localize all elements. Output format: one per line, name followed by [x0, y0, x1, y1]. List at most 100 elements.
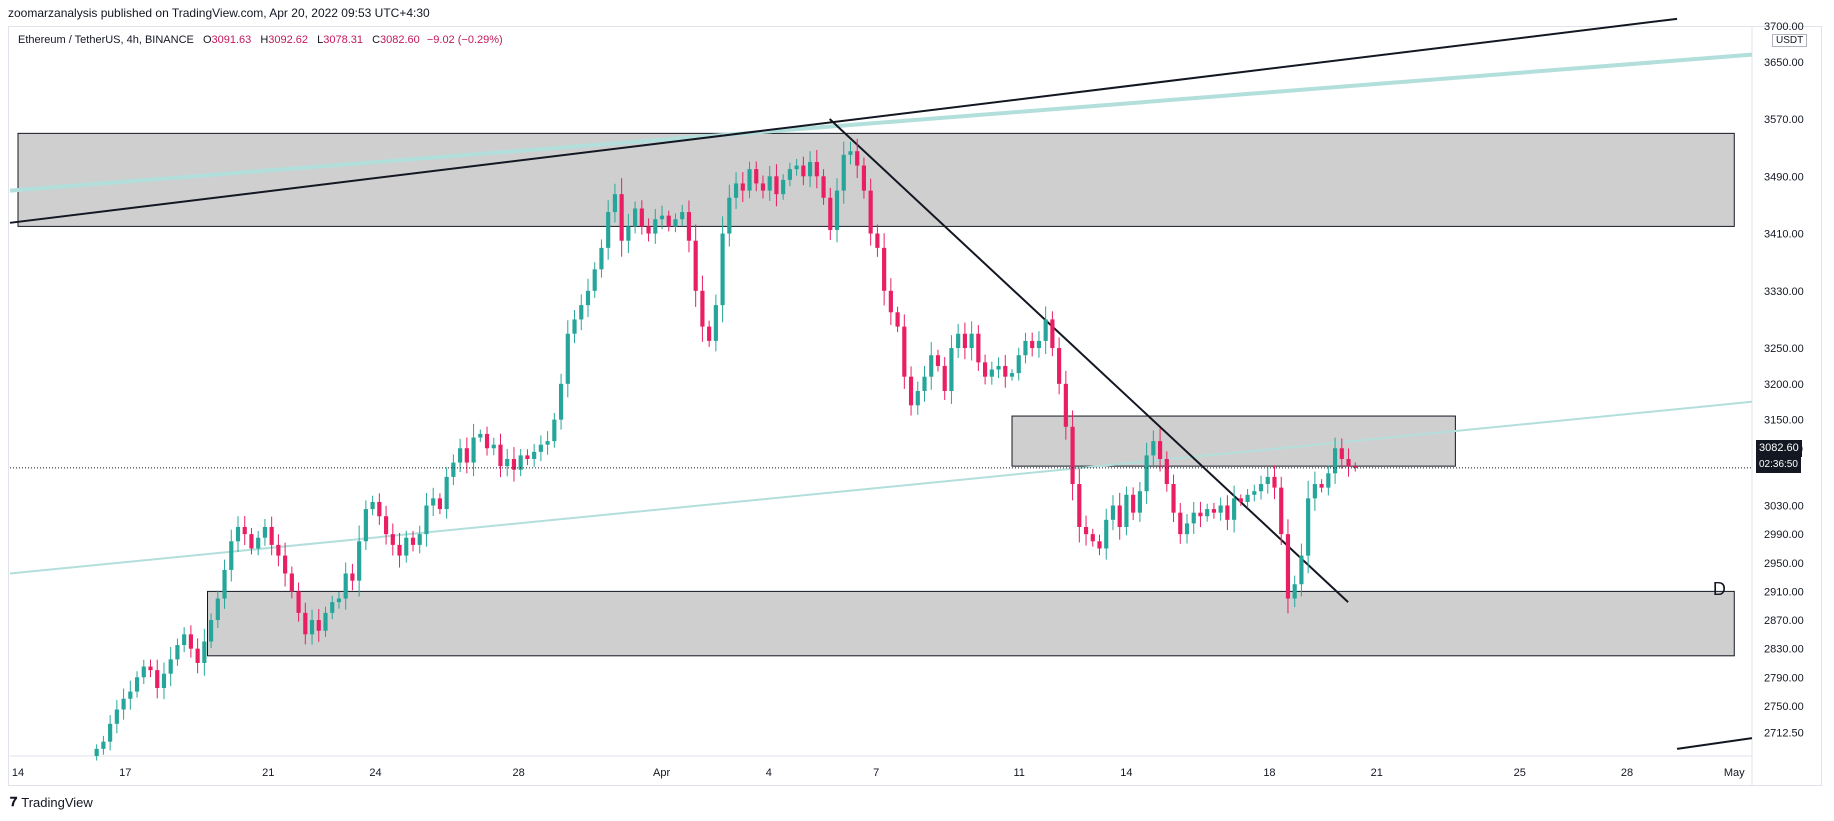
candle-body — [323, 612, 328, 631]
symbol-label: Ethereum / TetherUS, 4h, BINANCE — [18, 34, 194, 46]
candle-body — [471, 437, 476, 463]
candle-body — [134, 677, 140, 692]
candle-body — [208, 620, 214, 642]
candle-body — [1339, 448, 1344, 459]
currency-button[interactable]: USDT — [1772, 34, 1808, 47]
candle-body — [397, 544, 402, 556]
candle-body — [713, 305, 718, 341]
candle-body — [673, 219, 678, 227]
footer-brand[interactable]: 𝟕 TradingView — [10, 794, 93, 810]
candle-body — [363, 509, 368, 542]
candle-body — [841, 154, 846, 191]
candle-body — [491, 444, 496, 449]
candle-body — [888, 290, 893, 313]
candle-body — [1016, 355, 1021, 374]
candle-body — [350, 573, 355, 581]
candle-body — [141, 666, 146, 678]
candle-body — [1104, 519, 1109, 549]
candle-body — [1332, 448, 1338, 474]
resistance-zone — [17, 132, 1735, 227]
candle-body — [1171, 484, 1176, 513]
candle-body — [969, 333, 974, 349]
candle-body — [215, 598, 220, 621]
candle-body — [1023, 340, 1028, 356]
candle-body — [754, 169, 759, 184]
low-value: 3078.31 — [323, 34, 363, 46]
candle-body — [148, 666, 153, 671]
candle-body — [1144, 455, 1149, 492]
candle-body — [1312, 484, 1317, 499]
x-tick-label: 14 — [1120, 767, 1132, 779]
candle-body — [1258, 484, 1264, 492]
candle-body — [1306, 498, 1311, 556]
candle-body — [330, 602, 335, 613]
candle-body — [1265, 476, 1270, 485]
y-tick-label: 3700.00 — [1764, 21, 1804, 33]
x-tick-label: 14 — [12, 767, 24, 779]
candle-body — [262, 526, 268, 538]
candle-body — [222, 569, 227, 599]
candle-body — [404, 537, 409, 556]
candle-body — [343, 573, 348, 599]
candle-body — [572, 319, 577, 334]
candle-body — [1353, 466, 1358, 468]
candle-body — [592, 269, 597, 291]
candle-body — [1346, 458, 1351, 467]
candle-body — [552, 419, 557, 442]
candle-body — [767, 176, 772, 191]
candle-body — [1164, 458, 1169, 485]
upper-trendline — [9, 17, 1678, 224]
countdown-badge: 02:36:50 — [1756, 456, 1801, 473]
candle-body — [707, 326, 712, 341]
candle-body — [848, 151, 853, 155]
candle-body — [996, 365, 1001, 370]
candle-body — [828, 197, 833, 230]
candle-body — [175, 645, 180, 660]
candle-body — [518, 455, 523, 470]
ohlc-legend: Ethereum / TetherUS, 4h, BINANCE O3091.6… — [18, 34, 503, 46]
open-label: O — [202, 34, 212, 46]
candle-body — [94, 748, 99, 756]
candle-body — [1157, 441, 1163, 459]
candle-body — [935, 355, 941, 366]
candle-body — [962, 333, 967, 349]
candle-body — [956, 333, 961, 349]
channel-upper-line — [9, 52, 1753, 193]
candle-body — [908, 376, 914, 406]
x-tick-label: 7 — [873, 767, 879, 779]
candle-body — [1003, 365, 1008, 377]
candle-body — [633, 208, 638, 227]
candle-body — [505, 458, 510, 467]
candle-body — [1077, 484, 1082, 527]
candle-body — [902, 326, 907, 377]
candle-body — [458, 448, 463, 463]
candle-body — [1036, 340, 1042, 349]
candle-body — [1191, 512, 1196, 524]
candle-body — [599, 247, 604, 270]
candle-body — [834, 190, 840, 230]
x-tick-label: 18 — [1263, 767, 1275, 779]
candle-body — [155, 670, 160, 689]
candle-body — [451, 462, 456, 477]
candle-body — [1117, 505, 1122, 527]
channel-lower-line — [9, 400, 1753, 575]
candle-body — [720, 233, 725, 306]
y-tick-label: 2950.00 — [1764, 558, 1804, 570]
candle-body — [121, 698, 126, 710]
candle-body — [646, 226, 651, 234]
candle-body — [1057, 348, 1062, 384]
candle-body — [444, 476, 449, 510]
y-tick-label: 2910.00 — [1764, 586, 1804, 598]
candle-body — [289, 573, 294, 592]
x-tick-label: 4 — [766, 767, 772, 779]
candle-body — [1218, 505, 1223, 513]
candle-body — [498, 444, 503, 467]
candle-body — [989, 369, 994, 377]
candle-body — [1252, 491, 1257, 495]
close-label: C — [372, 34, 381, 46]
candle-body — [1184, 523, 1190, 535]
candle-body — [639, 208, 644, 227]
annotation-label: D — [1713, 579, 1726, 599]
tradingview-logo-icon: 𝟕 — [10, 794, 17, 809]
